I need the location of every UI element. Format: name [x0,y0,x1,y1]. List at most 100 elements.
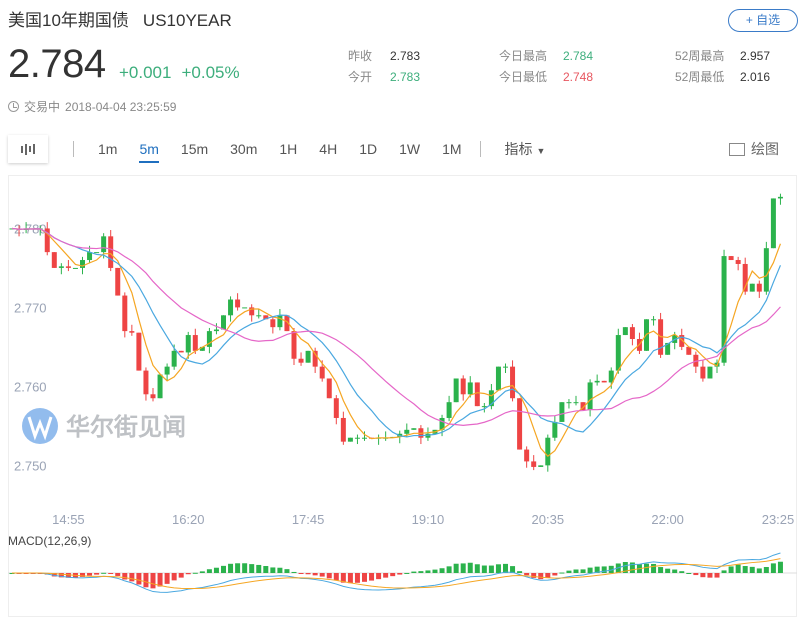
macd-histogram-bar [192,572,198,574]
candle [228,296,234,322]
candle [573,395,579,406]
candle [425,427,431,441]
timeframe-1h[interactable]: 1H [279,141,298,157]
timeframe-1d[interactable]: 1D [359,141,378,157]
macd-histogram-bar [763,567,769,573]
macd-histogram-bar [679,571,685,573]
candle [763,241,769,295]
stat-prev-close: 昨收 2.783 [348,47,420,64]
timeframe-1w[interactable]: 1W [399,141,421,157]
candle-body [101,236,107,253]
instrument-title: 美国10年期国债 US10YEAR [8,6,232,31]
macd-histogram-bar [340,573,346,583]
candle-body [629,327,635,339]
candle [312,347,318,373]
timeframe-4h[interactable]: 4H [319,141,338,157]
candle-body [735,260,741,264]
candle [756,280,762,298]
stat-day-high: 今日最高 2.784 [499,47,593,64]
candle-body [510,366,516,399]
divider [479,141,481,157]
candle [601,380,607,383]
candle-body [347,437,353,442]
candle-body [221,315,226,330]
candle-body [446,402,452,418]
candle-body [298,358,304,363]
candle-body [608,370,614,383]
candle [72,267,78,269]
candle-body [615,335,621,371]
candle [510,360,516,402]
candle [587,379,593,417]
macd-histogram-bar [270,567,276,573]
macd-histogram-bar [51,573,57,577]
candle-body [122,295,128,332]
timeframe-15m[interactable]: 15m [180,141,209,157]
macd-histogram-bar [777,561,783,573]
candle-body [721,256,727,363]
candle-body [277,315,283,328]
candle-body [270,319,276,328]
macd-histogram-bar [629,562,635,573]
candle-body [756,283,762,292]
macd-histogram-bar [115,573,121,576]
x-tick-label: 14:55 [52,512,85,527]
watermark: 华尔街见闻 [22,408,186,444]
timeframe-1mo[interactable]: 1M [442,141,462,157]
macd-histogram-bar [566,570,572,573]
candle-body [665,342,671,355]
stat-value: 2.784 [563,49,594,63]
stat-value: 2.783 [390,70,421,84]
candle-body [495,366,501,391]
macd-histogram-bar [362,573,367,582]
stat-value: 2.957 [740,49,771,63]
candle [164,363,170,381]
candlestick-type-button[interactable] [8,135,48,163]
draw-button[interactable]: 绘图 [729,139,779,159]
macd-histogram-bar [608,565,614,573]
candle-body [291,331,297,359]
macd-histogram-bar [333,573,339,581]
candle-body [326,378,332,399]
candle [545,434,551,472]
candle-body [742,263,748,292]
candle-body [249,307,255,316]
candle [178,350,184,353]
candle-body [256,315,262,317]
candle-body [80,260,85,268]
x-tick-label: 22:00 [651,512,684,527]
candle-body [411,428,417,430]
stat-52w-low: 52周最低 2.016 [675,68,770,85]
timeframe-1m[interactable]: 1m [98,141,118,157]
macd-histogram-bar [122,573,128,580]
macd-histogram-bar [411,571,417,573]
candle-body [58,266,64,268]
macd-histogram-bar [291,571,297,573]
macd-histogram-bar [65,573,71,578]
candle [411,428,417,430]
candle [221,315,226,330]
candle-body [157,374,163,399]
instrument-name: 美国10年期国债 [8,11,129,30]
candle [51,252,57,268]
macd-histogram-bar [644,563,649,573]
candle [305,350,311,363]
candle [185,331,191,359]
candle-body [453,378,459,403]
candle-body [333,398,339,418]
candle [291,327,297,366]
indicators-dropdown[interactable]: 指标 ▼ [495,135,558,163]
candle [651,316,657,326]
candle-body [199,346,205,351]
timeframe-30m[interactable]: 30m [230,141,258,157]
candle-body [622,327,628,336]
timeframe-5m[interactable]: 5m [129,135,170,163]
macd-histogram-bar [164,573,170,584]
candle [362,431,367,441]
stat-value: 2.748 [563,70,594,84]
add-watchlist-button[interactable]: + 自选 [728,9,798,32]
candle-body [305,350,311,363]
macd-histogram-bar [228,563,234,573]
macd-histogram-bar [594,566,600,573]
